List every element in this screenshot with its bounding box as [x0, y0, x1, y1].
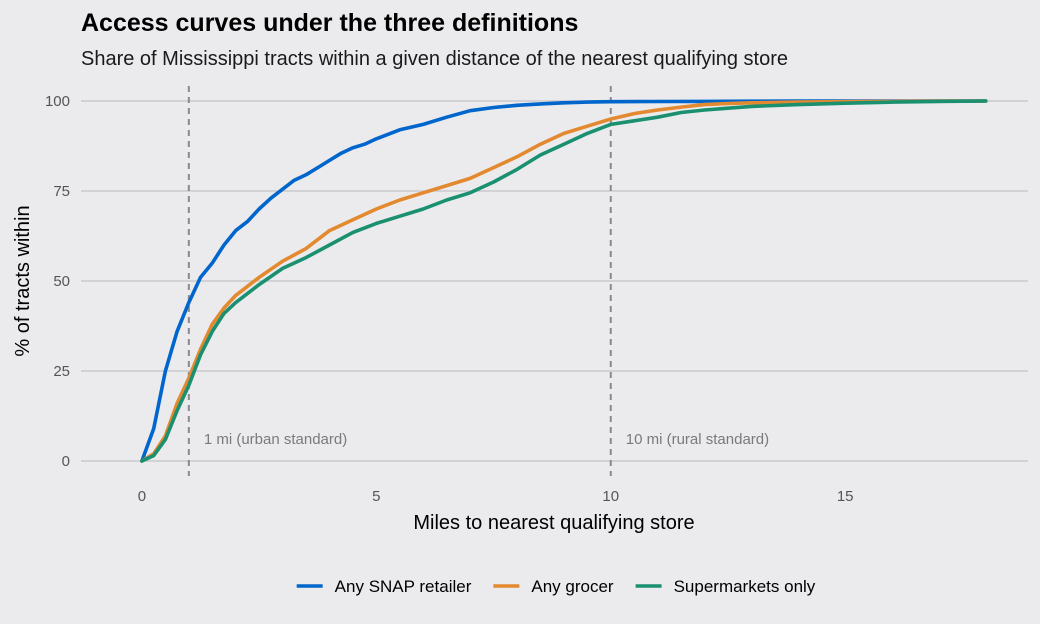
legend-label: Any SNAP retailer	[335, 577, 472, 596]
y-tick-label: 0	[62, 453, 70, 470]
y-tick-label: 75	[53, 183, 70, 200]
y-tick-label: 100	[45, 93, 70, 110]
x-tick-label: 0	[138, 488, 146, 505]
reference-lines: 1 mi (urban standard) 10 mi (rural standa…	[187, 86, 769, 476]
y-tick-label: 25	[53, 363, 70, 380]
x-axis-title: Miles to nearest qualifying store	[413, 512, 694, 534]
chart-title: Access curves under the three definition…	[81, 9, 578, 37]
legend-label: Supermarkets only	[674, 577, 816, 596]
legend-label: Any grocer	[531, 577, 614, 596]
chart-subtitle: Share of Mississippi tracts within a giv…	[81, 48, 788, 70]
series-line	[140, 99, 988, 463]
x-tick-label: 10	[602, 488, 619, 505]
x-tick-labels: 0 5 10 15	[138, 488, 854, 505]
y-tick-label: 50	[53, 273, 70, 290]
legend: Any SNAP retailer Any grocer Supermarkets …	[296, 577, 816, 596]
y-axis-title: % of tracts within	[12, 205, 34, 356]
x-tick-label: 5	[372, 488, 380, 505]
reference-line-label: 1 mi (urban standard)	[204, 431, 347, 448]
grid-lines	[81, 100, 1028, 462]
series-lines	[140, 99, 988, 463]
x-tick-label: 15	[837, 488, 854, 505]
series-line	[140, 99, 988, 463]
reference-line-label: 10 mi (rural standard)	[626, 431, 769, 448]
y-tick-labels: 0 25 50 75 100	[45, 93, 70, 470]
series-line	[140, 99, 988, 463]
